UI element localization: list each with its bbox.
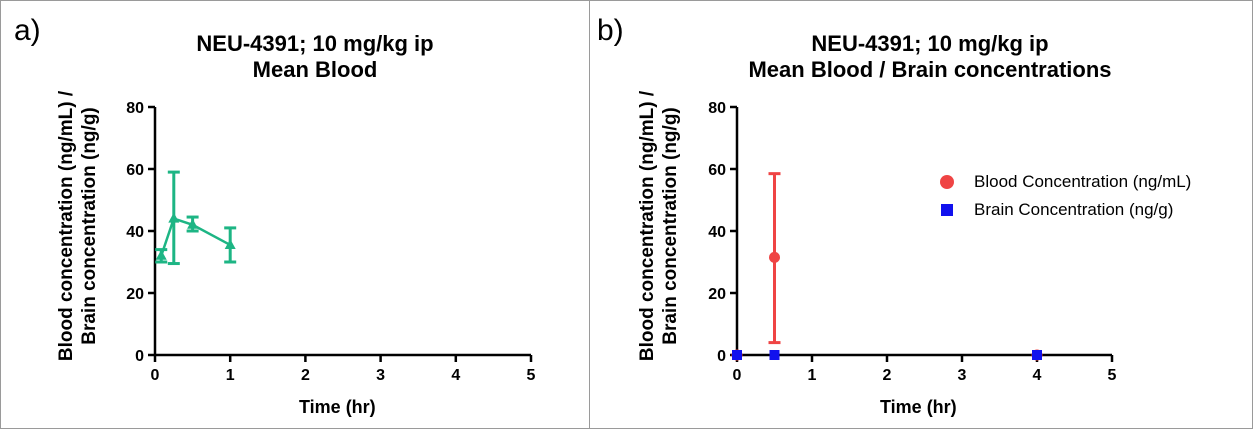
panel-a-title-line2: Mean Blood [252, 57, 378, 82]
panel-b-title: NEU-4391; 10 mg/kg ip Mean Blood / Brain… [710, 31, 1150, 83]
panel-b-data-point-square [732, 350, 742, 360]
panel-a-data-point-triangle [187, 218, 199, 229]
panel-b-x-tick-label: 0 [733, 367, 742, 384]
panel-b-legend: Blood Concentration (ng/mL) Brain Concen… [940, 168, 1191, 224]
panel-a-y-tick-label: 60 [126, 162, 144, 179]
panel-a-data-point-triangle [224, 238, 236, 249]
panel-b-data-point-circle [769, 251, 780, 263]
panel-b-x-tick-label: 1 [808, 367, 817, 384]
panel-b-x-tick-label: 4 [1033, 367, 1042, 384]
panel-a-title-line1: NEU-4391; 10 mg/kg ip [196, 31, 434, 56]
panel-b-data-point-square [1032, 350, 1042, 360]
legend-circle-marker [940, 175, 954, 189]
panel-a-y-tick-label: 0 [135, 348, 144, 365]
panel-a-x-tick-label: 4 [451, 367, 460, 384]
panel-b-y-tick-label: 60 [708, 162, 726, 179]
panel-b-x-tick-label: 3 [958, 367, 967, 384]
panel-b-y-tick-label: 20 [708, 286, 726, 303]
panel-b-y-tick-label: 80 [708, 100, 726, 117]
panel-a-data-point-triangle [168, 212, 180, 223]
panel-a-x-tick-label: 2 [301, 367, 310, 384]
panel-a-data-point-triangle [155, 249, 167, 260]
legend-item-blood: Blood Concentration (ng/mL) [940, 168, 1191, 196]
panel-divider [589, 0, 590, 429]
panel-a-x-tick-label: 1 [226, 367, 235, 384]
panel-a-x-axis-label: Time (hr) [299, 397, 376, 417]
panel-b-y-tick-label: 40 [708, 224, 726, 241]
panel-a-y-tick-label: 40 [126, 224, 144, 241]
panel-b-x-axis-label: Time (hr) [880, 397, 957, 417]
legend-label-brain: Brain Concentration (ng/g) [974, 200, 1174, 219]
panel-a-x-tick-label: 0 [151, 367, 160, 384]
panel-b-label: b) [597, 14, 624, 47]
panel-a-x-tick-label: 5 [527, 367, 536, 384]
panel-a-y-tick-label: 80 [126, 100, 144, 117]
panel-a-title: NEU-4391; 10 mg/kg ip Mean Blood [160, 31, 470, 83]
legend-label-blood: Blood Concentration (ng/mL) [974, 172, 1192, 191]
panel-b-data-point-square [769, 350, 780, 360]
panel-b-y-tick-label: 0 [717, 348, 726, 365]
legend-square-marker [941, 204, 953, 216]
panel-a-label: a) [14, 14, 41, 47]
panel-a-series-line [160, 217, 231, 257]
panel-b-x-tick-label: 2 [883, 367, 892, 384]
panel-b-x-tick-label: 5 [1108, 367, 1117, 384]
legend-item-brain: Brain Concentration (ng/g) [940, 196, 1191, 224]
panel-b-title-line2: Mean Blood / Brain concentrations [748, 57, 1112, 82]
panel-b-title-line1: NEU-4391; 10 mg/kg ip [811, 31, 1049, 56]
panel-a-x-tick-label: 3 [376, 367, 385, 384]
panel-a-y-tick-label: 20 [126, 286, 144, 303]
